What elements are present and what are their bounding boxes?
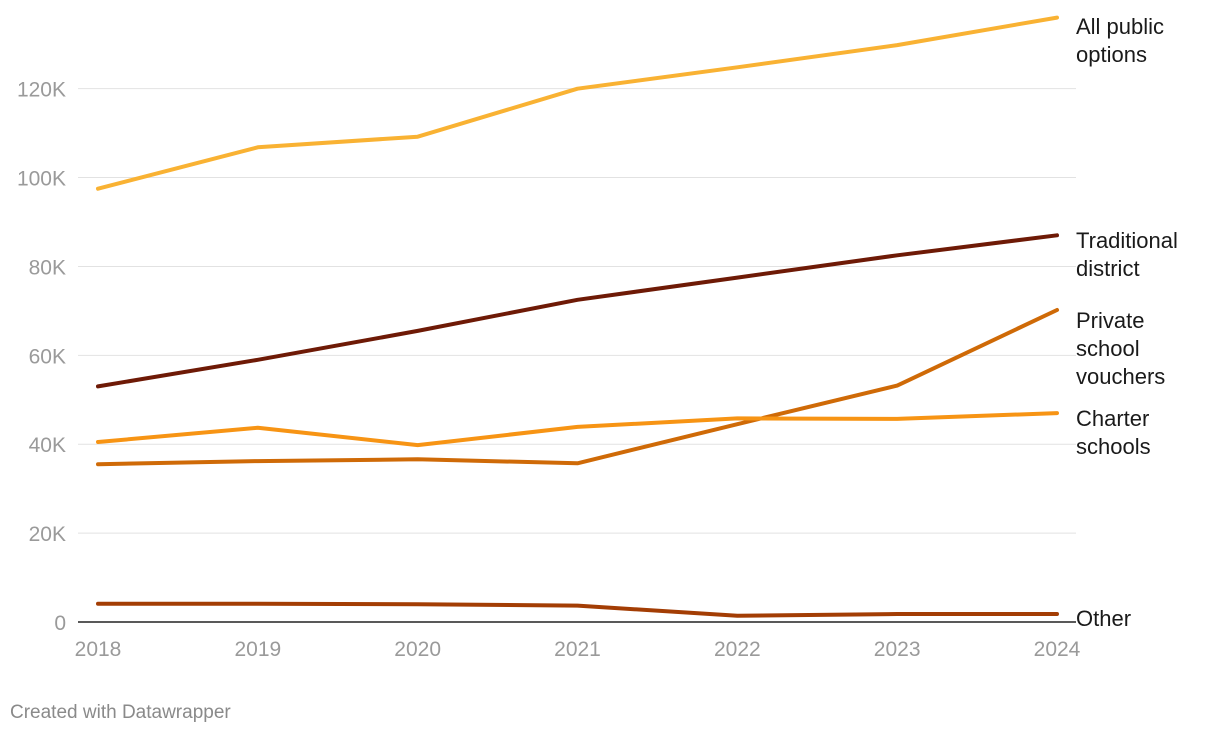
x-tick-label: 2018 — [75, 638, 122, 661]
x-tick-label: 2022 — [714, 638, 761, 661]
y-tick-label: 40K — [29, 434, 66, 457]
credit-text: Created with Datawrapper — [10, 702, 231, 723]
y-tick-label: 100K — [17, 168, 66, 191]
x-tick-label: 2023 — [874, 638, 921, 661]
series-line-all-public-options — [96, 15, 1059, 191]
series-line-other — [96, 601, 1059, 618]
x-tick-label: 2020 — [394, 638, 441, 661]
y-tick-label: 60K — [29, 345, 66, 368]
y-axis-tick-labels: 0 20K 40K 60K 80K 100K 120K — [17, 79, 66, 635]
y-tick-label: 120K — [17, 79, 66, 102]
x-tick-label: 2024 — [1034, 638, 1081, 661]
series-label-all-public-options: All public options — [1076, 14, 1164, 67]
series-line-private-school-vouchers — [96, 308, 1059, 467]
x-tick-label: 2019 — [234, 638, 281, 661]
y-tick-label: 20K — [29, 523, 66, 546]
series-lines — [96, 15, 1059, 618]
series-line-charter-schools — [96, 411, 1059, 448]
series-label-charter-schools: Charter schools — [1076, 406, 1151, 459]
series-label-other: Other — [1076, 606, 1131, 631]
series-label-traditional-district: Traditional district — [1076, 228, 1178, 281]
series-label-private-school-vouchers: Private school vouchers — [1076, 308, 1165, 389]
x-tick-label: 2021 — [554, 638, 601, 661]
gridlines — [78, 88, 1076, 623]
y-tick-label: 0 — [54, 612, 66, 635]
series-labels: All public options Traditional district Priv… — [1076, 14, 1178, 631]
y-tick-label: 80K — [29, 256, 66, 279]
x-axis-tick-labels: 2018 2019 2020 2021 2022 2023 2024 — [75, 638, 1081, 661]
series-line-traditional-district — [96, 233, 1059, 389]
